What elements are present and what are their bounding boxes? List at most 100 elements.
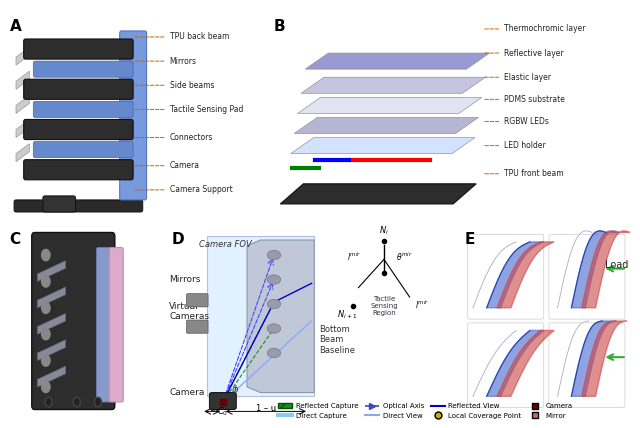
FancyBboxPatch shape [24,160,133,180]
Polygon shape [305,53,490,69]
Circle shape [267,275,280,284]
Text: TPU front beam: TPU front beam [504,169,563,178]
Text: D: D [172,232,184,247]
FancyBboxPatch shape [24,79,133,99]
Polygon shape [291,137,475,154]
FancyBboxPatch shape [109,247,124,402]
Text: Elastic layer: Elastic layer [504,73,551,82]
Text: C: C [9,232,20,247]
Text: $\theta^{mir}$: $\theta^{mir}$ [396,251,413,263]
Polygon shape [16,119,29,137]
Polygon shape [16,144,29,162]
Polygon shape [37,340,65,360]
Text: Side beams: Side beams [134,81,214,90]
Text: Reflective layer: Reflective layer [504,48,563,58]
FancyBboxPatch shape [97,247,113,402]
Text: $\phi$: $\phi$ [231,383,239,397]
FancyBboxPatch shape [209,392,236,410]
Circle shape [42,355,50,366]
FancyBboxPatch shape [24,39,133,59]
Polygon shape [582,231,630,308]
Text: Thermochromic layer: Thermochromic layer [504,24,586,33]
Text: $N_i$: $N_i$ [379,224,389,237]
Text: B: B [273,19,285,34]
Circle shape [74,397,81,407]
Polygon shape [16,95,29,113]
Text: Camera Support: Camera Support [134,185,232,194]
FancyBboxPatch shape [33,101,133,117]
Text: PDMS substrate: PDMS substrate [504,95,564,104]
Text: $l^{mir}$: $l^{mir}$ [415,299,429,311]
Polygon shape [37,366,65,387]
FancyBboxPatch shape [549,323,625,407]
Circle shape [45,397,52,407]
Polygon shape [486,330,544,396]
Polygon shape [294,117,479,134]
FancyBboxPatch shape [14,200,143,212]
Polygon shape [301,77,485,93]
Text: $N_{i+1}$: $N_{i+1}$ [337,308,357,321]
Polygon shape [37,287,65,308]
FancyBboxPatch shape [120,31,147,200]
Text: RGBW LEDs: RGBW LEDs [504,117,548,126]
Text: TPU back beam: TPU back beam [134,33,229,42]
Text: Tactile
Sensing
Region: Tactile Sensing Region [370,296,398,316]
Polygon shape [557,231,592,308]
Text: Bottom
Beam
Baseline: Bottom Beam Baseline [319,325,356,355]
Polygon shape [280,184,476,204]
Text: Virtual
Cameras: Virtual Cameras [169,302,209,321]
Text: Tactile Sensing Pad: Tactile Sensing Pad [134,105,243,114]
Text: Mirrors: Mirrors [169,275,200,284]
Polygon shape [473,242,516,308]
FancyBboxPatch shape [43,196,76,212]
Circle shape [267,348,280,358]
Text: Load: Load [605,259,628,270]
Circle shape [42,381,50,392]
Polygon shape [37,313,65,334]
Circle shape [267,250,280,260]
Circle shape [267,299,280,309]
Polygon shape [298,97,482,113]
Text: u: u [209,404,215,413]
Text: 1 – u: 1 – u [256,404,276,413]
Text: LED holder: LED holder [504,141,545,150]
FancyBboxPatch shape [468,323,544,407]
Polygon shape [16,71,29,89]
Text: Mirrors: Mirrors [134,56,196,65]
FancyBboxPatch shape [549,235,625,319]
Circle shape [42,276,50,287]
Circle shape [42,329,50,340]
FancyBboxPatch shape [468,235,544,319]
FancyBboxPatch shape [187,320,208,333]
FancyBboxPatch shape [33,61,133,77]
Polygon shape [247,240,314,392]
Polygon shape [497,242,554,308]
Text: Camera FOV: Camera FOV [198,240,252,249]
Polygon shape [557,321,589,396]
Text: $l^{mir}$: $l^{mir}$ [348,251,362,263]
Polygon shape [572,231,620,308]
Circle shape [95,397,102,407]
Circle shape [267,324,280,333]
Polygon shape [486,242,544,308]
Text: Camera: Camera [134,161,200,170]
Legend: Reflected Capture, Direct Capture, Optical Axis, Direct View, Reflected View, Lo: Reflected Capture, Direct Capture, Optic… [276,400,575,422]
Text: E: E [464,232,475,247]
Text: A: A [10,19,22,34]
FancyBboxPatch shape [33,142,133,158]
Polygon shape [572,321,616,396]
Polygon shape [16,47,29,65]
Polygon shape [37,261,65,282]
Text: $C_0$: $C_0$ [217,406,228,418]
Polygon shape [497,330,554,396]
FancyBboxPatch shape [24,119,133,140]
Polygon shape [473,330,516,396]
Polygon shape [207,236,314,396]
FancyBboxPatch shape [32,232,115,410]
Circle shape [42,302,50,313]
Text: Camera: Camera [169,388,204,397]
Circle shape [42,250,50,261]
Polygon shape [582,321,627,396]
Text: Connectors: Connectors [134,133,213,142]
FancyBboxPatch shape [187,294,208,307]
